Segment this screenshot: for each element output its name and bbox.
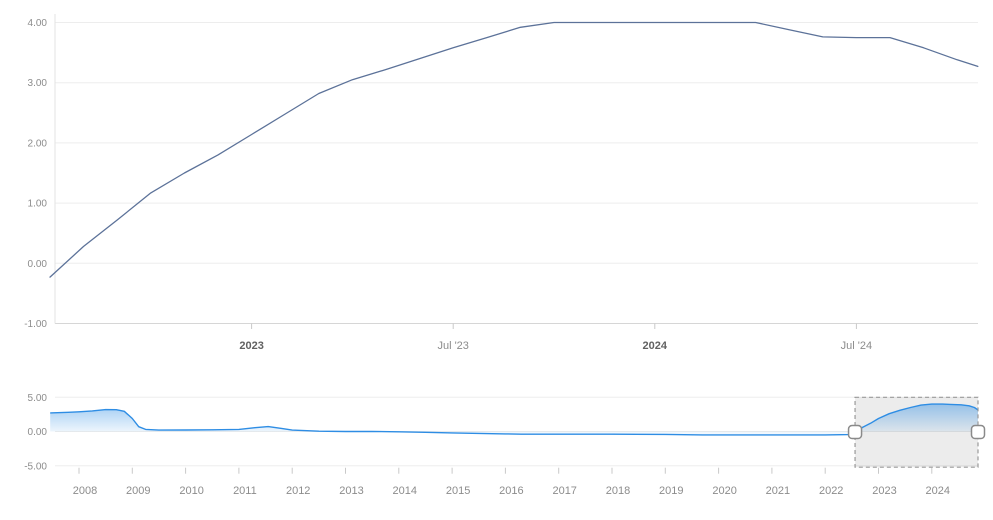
main-y-tick-label: 2.00: [28, 138, 48, 149]
main-x-tick-label: 2024: [643, 340, 668, 352]
main-y-tick-label: 1.00: [28, 199, 48, 210]
navigator-x-tick-label: 2015: [446, 485, 470, 497]
navigator-y-tick-label: 0.00: [28, 427, 48, 438]
navigator-x-tick-label: 2010: [179, 485, 203, 497]
navigator-series: [50, 397, 979, 467]
navigator-x-tick-label: 2020: [712, 485, 736, 497]
main-y-axis-labels: 4.00 3.00 2.00 1.00 0.00 -1.00: [24, 18, 47, 330]
navigator-x-tick-label: 2011: [233, 485, 257, 497]
navigator-x-tick-label: 2014: [393, 485, 417, 497]
navigator-track[interactable]: [55, 397, 978, 467]
main-y-tick-label: 4.00: [28, 18, 48, 29]
navigator-x-tick-label: 2016: [499, 485, 523, 497]
main-x-tick-label: Jul '24: [841, 340, 872, 352]
navigator-x-tick-label: 2021: [766, 485, 790, 497]
navigator-x-tick-label: 2012: [286, 485, 310, 497]
navigator-line: [50, 403, 979, 436]
main-y-tick-label: -1.00: [24, 319, 47, 330]
navigator-controls: [847, 396, 986, 468]
main-series: [49, 21, 979, 278]
navigator-x-tick-label: 2023: [872, 485, 896, 497]
main-x-tick-label: Jul '23: [437, 340, 468, 352]
navigator-x-tick-label: 2024: [926, 485, 950, 497]
main-plot-area[interactable]: [55, 10, 978, 324]
navigator-x-tick-label: 2018: [606, 485, 630, 497]
navigator-y-tick-label: 5.00: [28, 393, 48, 404]
main-x-tick-label: 2023: [239, 340, 263, 352]
navigator-x-tick-label: 2009: [126, 485, 150, 497]
series-line: [49, 21, 979, 278]
main-y-tick-label: 3.00: [28, 78, 48, 89]
navigator-x-tick-label: 2022: [819, 485, 843, 497]
navigator-x-tick-label: 2017: [552, 485, 576, 497]
navigator-x-tick-label: 2008: [73, 485, 97, 497]
navigator-x-tick-label: 2013: [339, 485, 363, 497]
main-x-axis: 2023 Jul '23 2024 Jul '24: [239, 323, 872, 352]
navigator-x-axis: 2008 2009 2010 2011 2012 2013 2014 2015 2016 2017…: [73, 467, 950, 497]
navigator-handle-left[interactable]: [847, 424, 863, 440]
navigator-x-tick-label: 2019: [659, 485, 683, 497]
navigator-y-axis-labels: 5.00 0.00 -5.00: [24, 393, 47, 473]
main-gridlines: [54, 14, 978, 324]
navigator-handle-right[interactable]: [970, 424, 986, 440]
main-y-tick-label: 0.00: [28, 259, 48, 270]
navigator-y-tick-label: -5.00: [24, 461, 47, 472]
